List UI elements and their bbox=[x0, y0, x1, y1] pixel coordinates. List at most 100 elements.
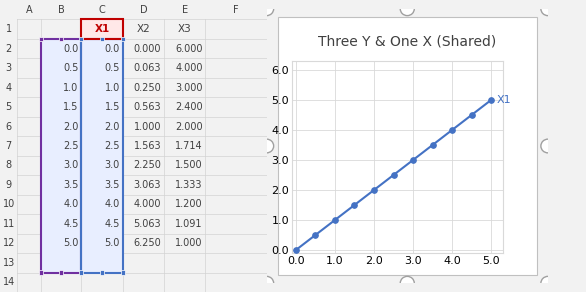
Bar bbox=[42, 175, 81, 195]
Text: 13: 13 bbox=[2, 258, 15, 268]
Bar bbox=[42, 136, 81, 156]
Text: X3: X3 bbox=[178, 24, 192, 34]
Text: 3.5: 3.5 bbox=[63, 180, 79, 190]
Text: D: D bbox=[139, 5, 147, 15]
Bar bbox=[81, 234, 122, 253]
Bar bbox=[42, 58, 81, 78]
Text: 1.333: 1.333 bbox=[175, 180, 203, 190]
Bar bbox=[81, 253, 122, 272]
Circle shape bbox=[400, 2, 414, 16]
Text: 3.0: 3.0 bbox=[105, 161, 120, 171]
Text: 0.000: 0.000 bbox=[134, 44, 161, 54]
Text: 1.000: 1.000 bbox=[134, 121, 161, 131]
Text: 4.5: 4.5 bbox=[63, 219, 79, 229]
Bar bbox=[81, 20, 122, 39]
Text: 4.0: 4.0 bbox=[63, 199, 79, 209]
Text: 4.0: 4.0 bbox=[105, 199, 120, 209]
Text: 1.000: 1.000 bbox=[175, 238, 203, 248]
Text: 3.000: 3.000 bbox=[175, 83, 203, 93]
Text: 7: 7 bbox=[5, 141, 12, 151]
Text: 1: 1 bbox=[6, 24, 12, 34]
Text: 5.0: 5.0 bbox=[63, 238, 79, 248]
Bar bbox=[42, 117, 81, 136]
Text: F: F bbox=[233, 5, 239, 15]
Text: 4.000: 4.000 bbox=[134, 199, 161, 209]
Text: 2.0: 2.0 bbox=[105, 121, 120, 131]
Text: 3.063: 3.063 bbox=[134, 180, 161, 190]
Text: E: E bbox=[182, 5, 188, 15]
Bar bbox=[79, 36, 83, 41]
Text: A: A bbox=[26, 5, 33, 15]
Text: X1: X1 bbox=[94, 24, 110, 34]
Bar bbox=[42, 253, 81, 272]
Text: 12: 12 bbox=[2, 238, 15, 248]
Circle shape bbox=[541, 2, 555, 16]
Bar bbox=[59, 36, 63, 41]
Text: 8: 8 bbox=[6, 161, 12, 171]
Bar bbox=[81, 20, 122, 39]
Text: 1.500: 1.500 bbox=[175, 161, 203, 171]
Text: 6.250: 6.250 bbox=[134, 238, 161, 248]
Text: 11: 11 bbox=[2, 219, 15, 229]
Bar bbox=[81, 39, 122, 272]
Bar bbox=[42, 214, 81, 234]
Text: 5: 5 bbox=[5, 102, 12, 112]
Text: 2.5: 2.5 bbox=[63, 141, 79, 151]
Bar bbox=[81, 39, 122, 58]
Text: 0.0: 0.0 bbox=[105, 44, 120, 54]
Text: 1.0: 1.0 bbox=[105, 83, 120, 93]
Text: C: C bbox=[98, 5, 105, 15]
Text: 4.000: 4.000 bbox=[175, 63, 203, 73]
Text: 5.063: 5.063 bbox=[134, 219, 161, 229]
Bar bbox=[100, 36, 104, 41]
Text: 1.5: 1.5 bbox=[63, 102, 79, 112]
Bar bbox=[0, 0, 267, 20]
Circle shape bbox=[260, 2, 274, 16]
Circle shape bbox=[260, 276, 274, 290]
Bar bbox=[42, 195, 81, 214]
Text: X2: X2 bbox=[137, 24, 150, 34]
Text: 1.200: 1.200 bbox=[175, 199, 203, 209]
Bar bbox=[42, 39, 81, 58]
Circle shape bbox=[541, 139, 555, 153]
Text: 1.714: 1.714 bbox=[175, 141, 203, 151]
Text: 0.5: 0.5 bbox=[105, 63, 120, 73]
Bar bbox=[81, 214, 122, 234]
Text: 4: 4 bbox=[6, 83, 12, 93]
Text: 1.0: 1.0 bbox=[63, 83, 79, 93]
Text: 6: 6 bbox=[6, 121, 12, 131]
Text: 2.5: 2.5 bbox=[104, 141, 120, 151]
Bar bbox=[81, 58, 122, 78]
Text: 2.000: 2.000 bbox=[175, 121, 203, 131]
Bar bbox=[81, 78, 122, 97]
Text: 9: 9 bbox=[6, 180, 12, 190]
Text: 10: 10 bbox=[2, 199, 15, 209]
Bar bbox=[39, 270, 43, 275]
Text: 5.0: 5.0 bbox=[105, 238, 120, 248]
Bar bbox=[42, 156, 81, 175]
Text: 0.063: 0.063 bbox=[134, 63, 161, 73]
Text: 2.0: 2.0 bbox=[63, 121, 79, 131]
Bar bbox=[39, 36, 43, 41]
Text: 4.5: 4.5 bbox=[105, 219, 120, 229]
Text: 0.563: 0.563 bbox=[134, 102, 161, 112]
Circle shape bbox=[400, 276, 414, 290]
Text: 1.091: 1.091 bbox=[175, 219, 203, 229]
Text: 1.563: 1.563 bbox=[134, 141, 161, 151]
Text: 3.0: 3.0 bbox=[63, 161, 79, 171]
Text: 2.400: 2.400 bbox=[175, 102, 203, 112]
Text: 1.5: 1.5 bbox=[105, 102, 120, 112]
Bar bbox=[59, 270, 63, 275]
Bar bbox=[100, 270, 104, 275]
Text: X1: X1 bbox=[497, 95, 512, 105]
Circle shape bbox=[541, 276, 555, 290]
Text: 0.250: 0.250 bbox=[134, 83, 161, 93]
Bar bbox=[42, 78, 81, 97]
Text: Three Y & One X (Shared): Three Y & One X (Shared) bbox=[318, 35, 496, 49]
Text: 0.0: 0.0 bbox=[63, 44, 79, 54]
Bar bbox=[42, 39, 81, 272]
Bar bbox=[81, 156, 122, 175]
Bar bbox=[81, 136, 122, 156]
Bar bbox=[42, 234, 81, 253]
Bar bbox=[121, 270, 125, 275]
